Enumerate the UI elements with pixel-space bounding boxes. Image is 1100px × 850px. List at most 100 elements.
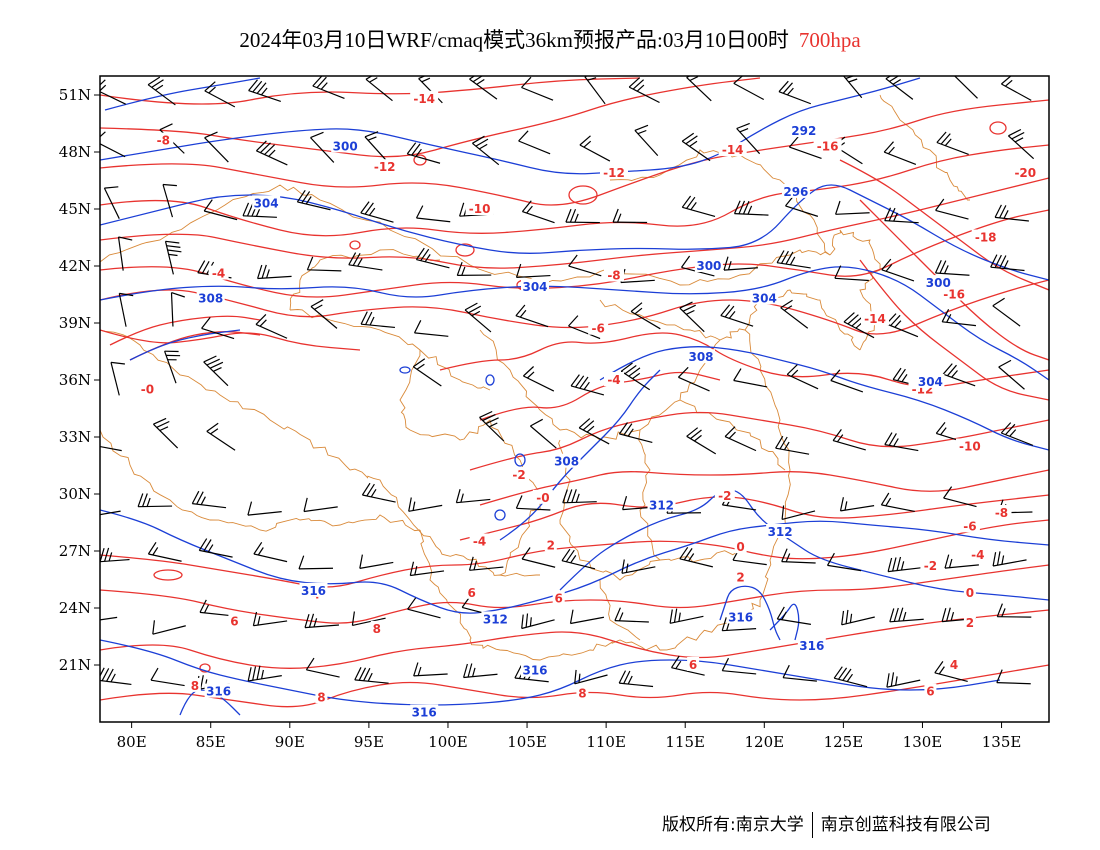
isotherm-loop	[199, 663, 211, 673]
wind-barb	[521, 76, 554, 101]
temperature-contour-label: -2	[924, 559, 937, 573]
lat-tick-label: 30N	[59, 485, 91, 503]
geopotential-height-contours	[100, 77, 1049, 716]
height-contour-line	[129, 329, 241, 361]
wind-barb	[561, 548, 596, 570]
wind-barb	[204, 81, 236, 108]
wind-barb	[360, 311, 396, 329]
temperature-contour-label: -2	[718, 489, 731, 503]
wind-barb	[953, 76, 978, 99]
wind-barb	[469, 76, 498, 100]
height-contour-line	[100, 266, 1049, 381]
wind-barb	[199, 599, 234, 617]
wind-barb	[306, 256, 342, 272]
wind-barb	[990, 254, 1025, 272]
wind-barb	[681, 195, 716, 217]
isotherm-line	[859, 259, 1049, 401]
wind-barb	[578, 418, 610, 445]
wind-barb	[137, 493, 173, 508]
boundary-line	[879, 94, 970, 201]
wind-barb	[464, 302, 492, 333]
wind-barb	[296, 189, 331, 211]
wind-barb	[842, 76, 863, 99]
height-label-mask	[687, 349, 715, 364]
boundary-line	[609, 149, 831, 256]
wind-barb	[679, 546, 713, 568]
temperature-label-mask	[1011, 164, 1040, 179]
wind-barb	[992, 297, 1021, 327]
isotherm-line	[109, 315, 261, 346]
wind-barb	[936, 131, 969, 156]
wind-barb	[100, 445, 122, 452]
lat-tick-label: 24N	[59, 599, 91, 617]
lon-tick-label: 100E	[428, 733, 468, 751]
wind-barb	[634, 124, 659, 156]
wind-barb	[515, 495, 551, 511]
temperature-contour-label: -14	[722, 143, 744, 157]
wind-barb	[935, 198, 969, 220]
wind-barb	[298, 555, 333, 570]
wind-barb	[100, 510, 121, 516]
wind-barb	[198, 538, 233, 558]
lat-tick-label: 39N	[59, 314, 91, 332]
isotherm-loop	[989, 121, 1007, 135]
map-title-main: 2024年03月10日WRF/cmaq模式36km预报产品:03月10日00时	[239, 28, 789, 52]
wind-barb	[515, 304, 549, 328]
wind-barb	[118, 292, 134, 327]
temperature-label-mask	[576, 685, 589, 700]
temperature-label-mask	[955, 438, 984, 453]
wind-barb	[669, 608, 704, 624]
temperature-label-mask	[948, 657, 961, 671]
temperature-label-mask	[813, 138, 842, 153]
wind-barb	[618, 670, 654, 688]
boundary-line	[399, 349, 521, 461]
isotherm-line	[479, 469, 1049, 506]
wind-barb	[679, 301, 705, 333]
boundary-line	[100, 329, 540, 577]
height-contour-label: 308	[688, 350, 713, 364]
wind-barb	[733, 76, 765, 101]
wind-barb	[305, 657, 340, 678]
temperature-contour-label: -4	[607, 373, 620, 387]
wind-barb	[886, 672, 921, 688]
footer-divider	[811, 812, 813, 838]
wind-barb	[826, 552, 862, 572]
height-contour-line	[100, 184, 1049, 281]
wind-barb	[568, 254, 602, 277]
copyright-owner: 版权所有:南京大学	[662, 815, 804, 835]
isotherm-line	[439, 332, 1049, 388]
wind-barb	[303, 497, 338, 513]
temperature-label-mask	[153, 132, 174, 147]
wind-barb	[670, 655, 705, 676]
temperature-label-mask	[718, 142, 747, 157]
wind-barb	[518, 130, 551, 155]
lat-tick-label: 21N	[59, 656, 91, 674]
wind-barb	[934, 661, 968, 683]
temperature-contour-label: -14	[413, 92, 435, 106]
wind-barb	[204, 131, 229, 163]
temperature-label-mask	[959, 518, 980, 533]
wind-barb	[468, 556, 504, 571]
height-label-mask	[694, 258, 723, 272]
wind-barb	[720, 304, 754, 327]
isotherm-loop	[455, 243, 475, 257]
temperature-label-mask	[604, 267, 624, 282]
wind-barb	[721, 657, 757, 675]
wind-barb	[996, 603, 1032, 618]
height-label-mask	[781, 183, 810, 198]
temperature-label-mask	[600, 164, 628, 179]
height-label-mask	[521, 278, 549, 293]
temperature-contour-label: -16	[943, 288, 965, 302]
lon-tick-label: 115E	[665, 733, 705, 751]
map-axes: 80E 85E 90E 95E 100E 105E 110E 115E 120E 125E 130E…	[59, 86, 1022, 751]
temperature-contour-label: -4	[971, 548, 984, 562]
temperature-label-mask	[861, 311, 889, 326]
boundary-line	[599, 579, 641, 641]
wind-barb	[147, 541, 182, 562]
wind-barb	[201, 317, 235, 340]
wind-barb	[103, 186, 120, 219]
isotherm-line	[100, 144, 1049, 237]
temperature-label-mask	[469, 533, 490, 548]
height-contour-label: 316	[728, 611, 753, 625]
temperature-contour-label: 2	[547, 538, 555, 552]
